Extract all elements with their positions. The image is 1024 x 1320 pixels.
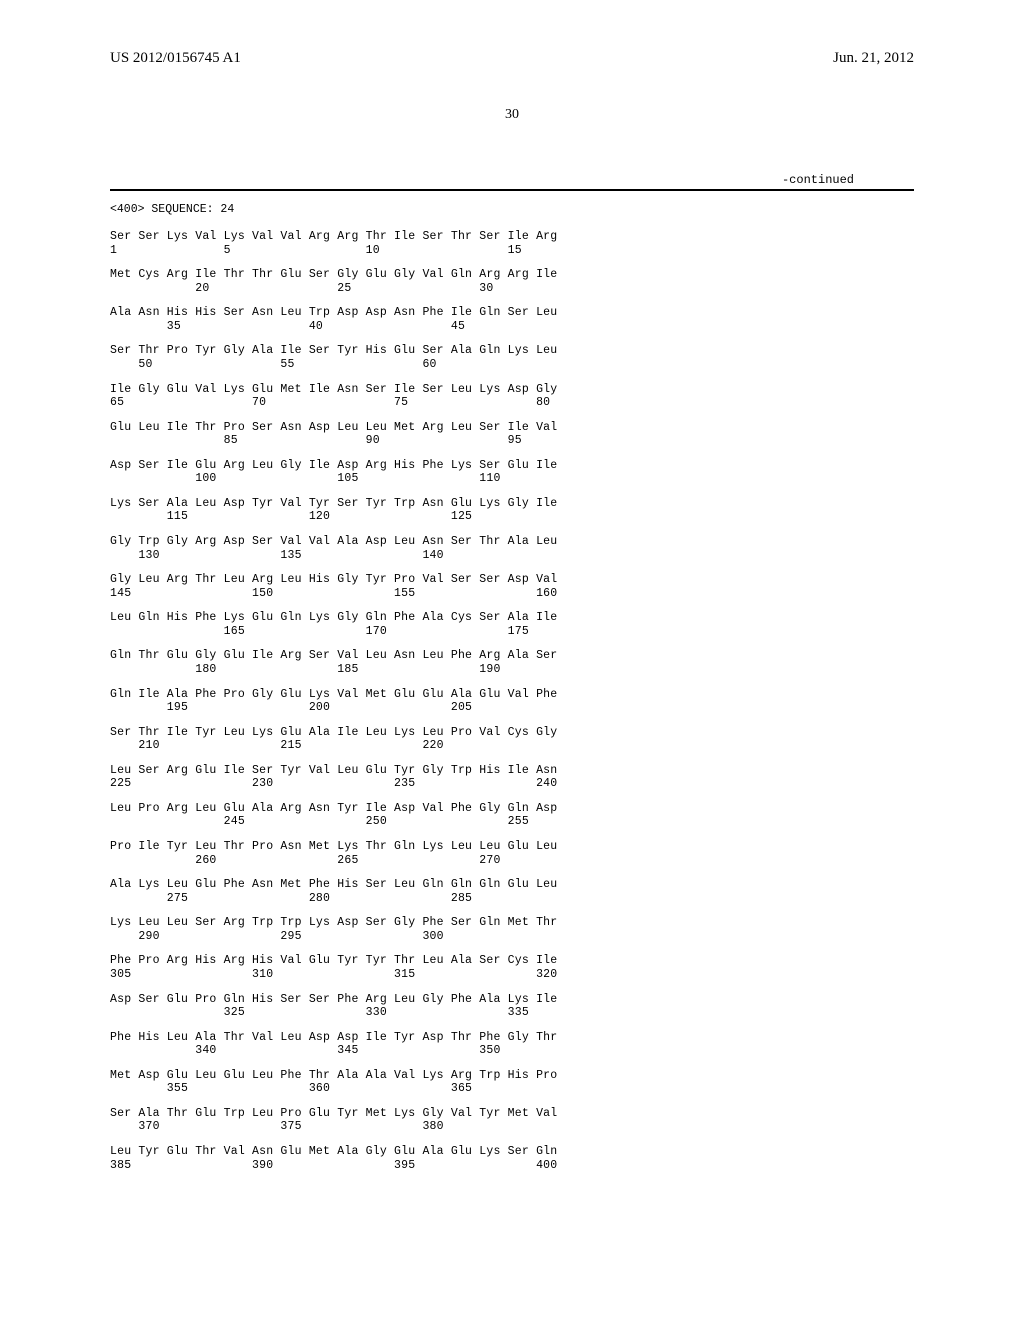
sequence-row: Gly Trp Gly Arg Asp Ser Val Val Ala Asp …: [110, 535, 914, 562]
page-number: 30: [110, 107, 914, 123]
sequence-row: Ser Ser Lys Val Lys Val Val Arg Arg Thr …: [110, 230, 914, 257]
sequence-row: Leu Gln His Phe Lys Glu Gln Lys Gly Gln …: [110, 611, 914, 638]
sequence-row: Asp Ser Ile Glu Arg Leu Gly Ile Asp Arg …: [110, 459, 914, 486]
sequence-row: Glu Leu Ile Thr Pro Ser Asn Asp Leu Leu …: [110, 421, 914, 448]
continued-label: -continued: [110, 173, 854, 187]
sequence-listing: Ser Ser Lys Val Lys Val Val Arg Arg Thr …: [110, 230, 914, 1172]
page-header: US 2012/0156745 A1 Jun. 21, 2012: [110, 50, 914, 67]
sequence-row: Met Cys Arg Ile Thr Thr Glu Ser Gly Glu …: [110, 268, 914, 295]
sequence-header: <400> SEQUENCE: 24: [110, 203, 914, 216]
sequence-row: Leu Ser Arg Glu Ile Ser Tyr Val Leu Glu …: [110, 764, 914, 791]
sequence-row: Ser Thr Pro Tyr Gly Ala Ile Ser Tyr His …: [110, 344, 914, 371]
sequence-row: Ser Thr Ile Tyr Leu Lys Glu Ala Ile Leu …: [110, 726, 914, 753]
sequence-row: Ala Lys Leu Glu Phe Asn Met Phe His Ser …: [110, 878, 914, 905]
sequence-row: Ile Gly Glu Val Lys Glu Met Ile Asn Ser …: [110, 383, 914, 410]
sequence-row: Phe Pro Arg His Arg His Val Glu Tyr Tyr …: [110, 954, 914, 981]
sequence-row: Leu Pro Arg Leu Glu Ala Arg Asn Tyr Ile …: [110, 802, 914, 829]
sequence-row: Ala Asn His His Ser Asn Leu Trp Asp Asp …: [110, 306, 914, 333]
sequence-row: Lys Leu Leu Ser Arg Trp Trp Lys Asp Ser …: [110, 916, 914, 943]
sequence-row: Gln Ile Ala Phe Pro Gly Glu Lys Val Met …: [110, 688, 914, 715]
sequence-row: Leu Tyr Glu Thr Val Asn Glu Met Ala Gly …: [110, 1145, 914, 1172]
sequence-row: Gly Leu Arg Thr Leu Arg Leu His Gly Tyr …: [110, 573, 914, 600]
sequence-row: Ser Ala Thr Glu Trp Leu Pro Glu Tyr Met …: [110, 1107, 914, 1134]
sequence-row: Phe His Leu Ala Thr Val Leu Asp Asp Ile …: [110, 1031, 914, 1058]
publication-date: Jun. 21, 2012: [833, 50, 914, 67]
top-rule: [110, 189, 914, 191]
sequence-row: Gln Thr Glu Gly Glu Ile Arg Ser Val Leu …: [110, 649, 914, 676]
publication-number: US 2012/0156745 A1: [110, 50, 241, 67]
sequence-row: Pro Ile Tyr Leu Thr Pro Asn Met Lys Thr …: [110, 840, 914, 867]
sequence-row: Lys Ser Ala Leu Asp Tyr Val Tyr Ser Tyr …: [110, 497, 914, 524]
sequence-row: Asp Ser Glu Pro Gln His Ser Ser Phe Arg …: [110, 993, 914, 1020]
sequence-row: Met Asp Glu Leu Glu Leu Phe Thr Ala Ala …: [110, 1069, 914, 1096]
